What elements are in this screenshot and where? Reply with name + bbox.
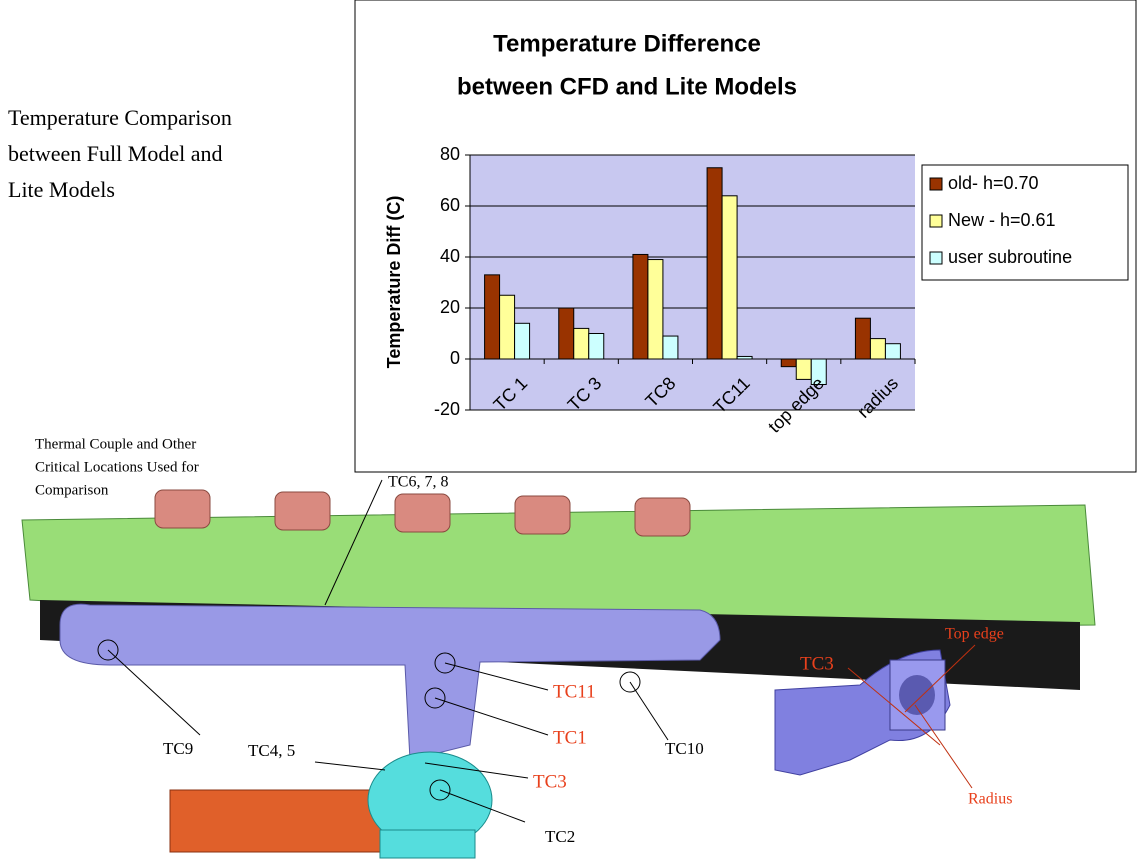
y-tick-label: 80: [440, 144, 460, 164]
bar: [499, 294, 516, 360]
bar: [884, 343, 901, 360]
location-label: TC4, 5: [248, 741, 295, 760]
bar: [558, 307, 575, 360]
heading: Lite Models: [8, 177, 115, 202]
legend-swatch: [929, 251, 943, 265]
location-label: TC2: [545, 827, 575, 846]
location-label: TC3: [533, 771, 567, 792]
location-label: TC11: [553, 681, 596, 702]
y-tick-label: 40: [440, 246, 460, 266]
location-label: Radius: [968, 791, 1012, 808]
bar: [514, 322, 531, 360]
legend-label: old- h=0.70: [948, 173, 1039, 193]
bar: [632, 253, 649, 360]
y-tick-label: 60: [440, 195, 460, 215]
legend: [921, 164, 1129, 281]
bar: [647, 259, 664, 360]
location-label: TC1: [553, 727, 587, 748]
heading: between Full Model and: [8, 141, 222, 166]
legend-swatch: [929, 177, 943, 191]
chart-title: Temperature Difference: [493, 30, 761, 57]
chart-title: between CFD and Lite Models: [457, 73, 797, 100]
y-tick-label: 0: [450, 348, 460, 368]
bar: [588, 333, 605, 360]
caption: Thermal Couple and Other: [35, 436, 196, 452]
y-tick-label: 20: [440, 297, 460, 317]
caption: Comparison: [35, 482, 109, 498]
location-label: TC10: [665, 739, 704, 758]
location-label: TC9: [163, 739, 193, 758]
bar: [706, 167, 723, 360]
caption: Critical Locations Used for: [35, 459, 199, 475]
bar: [573, 327, 590, 360]
legend-label: user subroutine: [948, 247, 1072, 267]
heading: Temperature Comparison: [8, 105, 232, 130]
location-label: Top edge: [945, 626, 1004, 643]
legend-label: New - h=0.61: [948, 210, 1056, 230]
bar: [869, 338, 886, 360]
bar: [721, 195, 738, 360]
bar: [795, 358, 812, 380]
engine-illustration: [21, 479, 1096, 859]
location-label: TC3: [800, 653, 834, 674]
bar: [854, 317, 871, 360]
legend-swatch: [929, 214, 943, 228]
plot-area: [470, 155, 915, 410]
bar: [662, 335, 679, 360]
bar: [484, 274, 501, 360]
bar: [780, 358, 797, 368]
location-label: TC6, 7, 8: [388, 474, 448, 491]
y-tick-label: -20: [434, 399, 460, 419]
y-axis-label: Temperature Diff (C): [384, 196, 404, 369]
